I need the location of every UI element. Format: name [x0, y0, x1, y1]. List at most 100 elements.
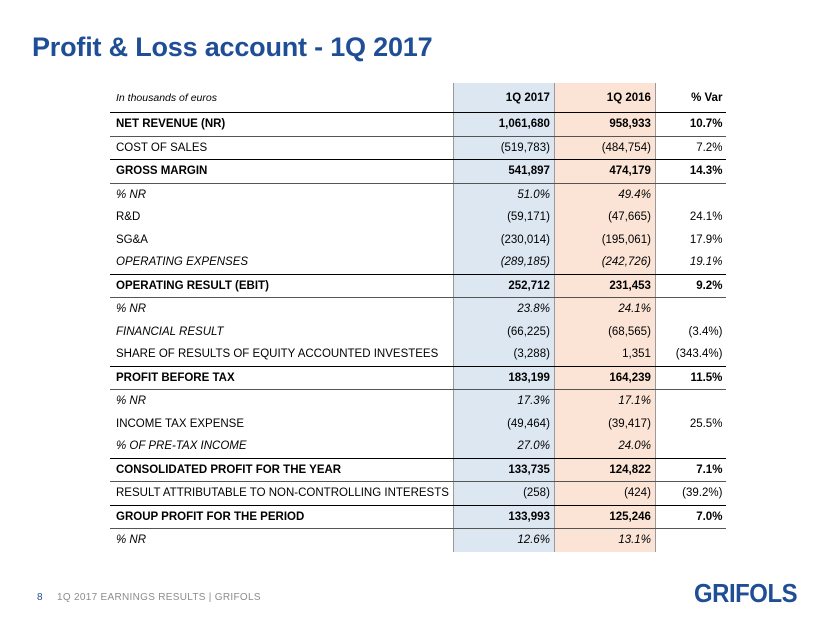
value-1q2017: (3,288): [452, 343, 555, 367]
row-label: FINANCIAL RESULT: [116, 325, 224, 338]
header-1q2017: 1Q 2017: [452, 83, 555, 113]
value-1q2017: 51.0%: [452, 183, 555, 206]
value-var: 11.5%: [655, 366, 727, 390]
table-row: FINANCIAL RESULT (66,225) (68,565) (3.4%…: [110, 320, 726, 343]
value-1q2017: (49,464): [452, 412, 555, 435]
value-1q2016: (47,665): [554, 206, 656, 229]
row-label: RESULT ATTRIBUTABLE TO NON-CONTROLLING I…: [110, 481, 454, 506]
row-label: COST OF SALES: [110, 136, 454, 160]
value-1q2016: 1,351: [554, 343, 656, 367]
unit-note: In thousands of euros: [110, 83, 454, 113]
value-1q2017: (59,171): [452, 206, 555, 229]
row-label: % NR: [116, 303, 147, 316]
value-var: [655, 183, 726, 206]
row-label: GROUP PROFIT FOR THE PERIOD: [110, 505, 454, 529]
table-row: % NR 12.6% 13.1%: [110, 528, 726, 552]
table-row: GROSS MARGIN 541,897 474,179 14.3%: [110, 159, 727, 184]
table-row: % NR 51.0% 49.4%: [110, 183, 726, 206]
value-1q2017: 12.6%: [452, 528, 555, 552]
page-number: 8: [37, 592, 43, 603]
table-row: RESULT ATTRIBUTABLE TO NON-CONTROLLING I…: [110, 481, 727, 506]
value-1q2017: 252,712: [452, 274, 555, 298]
value-1q2016: (68,565): [554, 320, 656, 343]
value-1q2017: 27.0%: [452, 435, 555, 459]
value-1q2016: 49.4%: [554, 183, 656, 206]
value-1q2016: 164,239: [554, 366, 656, 390]
row-label: PROFIT BEFORE TAX: [110, 366, 454, 390]
value-1q2016: 125,246: [554, 505, 656, 529]
table-row: % OF PRE-TAX INCOME 27.0% 24.0%: [110, 435, 727, 459]
table-header-row: In thousands of euros 1Q 2017 1Q 2016 % …: [110, 83, 727, 113]
value-var: 9.2%: [655, 274, 727, 298]
table-row: SHARE OF RESULTS OF EQUITY ACCOUNTED INV…: [110, 343, 727, 367]
page-title: Profit & Loss account - 1Q 2017: [32, 32, 433, 62]
value-var: 7.1%: [655, 458, 727, 482]
value-var: [655, 529, 726, 552]
value-1q2016: (484,754): [554, 136, 656, 160]
value-1q2016: 24.0%: [554, 435, 656, 459]
row-label: OPERATING EXPENSES: [110, 251, 454, 275]
value-1q2017: 541,897: [452, 159, 555, 184]
grifols-logo: GRIFOLS: [694, 578, 798, 608]
header-var: % Var: [655, 83, 727, 113]
value-1q2017: (66,225): [452, 320, 555, 343]
value-1q2016: 231,453: [554, 274, 656, 298]
table-row: OPERATING RESULT (EBIT) 252,712 231,453 …: [110, 274, 727, 298]
value-1q2017: 133,735: [452, 458, 555, 482]
value-var: 14.3%: [655, 159, 727, 184]
value-1q2017: 183,199: [452, 366, 555, 390]
row-label: CONSOLIDATED PROFIT FOR THE YEAR: [110, 458, 454, 482]
value-var: 7.2%: [655, 136, 727, 160]
value-1q2016: (242,726): [554, 251, 656, 275]
table-row: OPERATING EXPENSES (289,185) (242,726) 1…: [110, 251, 727, 275]
value-1q2016: 958,933: [554, 112, 656, 137]
value-var: (3.4%): [688, 325, 723, 338]
value-var: [655, 390, 726, 413]
table-row: INCOME TAX EXPENSE (49,464) (39,417) 25.…: [110, 412, 726, 435]
value-1q2016: 17.1%: [554, 389, 656, 413]
value-1q2016: 24.1%: [554, 297, 656, 321]
value-var: 10.7%: [655, 112, 727, 137]
value-var: 7.0%: [655, 505, 727, 529]
row-label: R&D: [116, 211, 141, 224]
row-label: % NR: [116, 188, 147, 201]
table-row: % NR 23.8% 24.1%: [110, 297, 726, 321]
value-1q2017: (258): [452, 481, 555, 506]
row-label: GROSS MARGIN: [110, 159, 454, 184]
value-1q2017: 17.3%: [452, 389, 555, 413]
value-1q2017: 23.8%: [452, 297, 555, 321]
value-1q2017: (230,014): [452, 228, 555, 251]
table-row: COST OF SALES (519,783) (484,754) 7.2%: [110, 136, 727, 160]
table-row: CONSOLIDATED PROFIT FOR THE YEAR 133,735…: [110, 458, 727, 482]
value-var: [655, 435, 727, 459]
value-1q2016: 124,822: [554, 458, 656, 482]
header-1q2016: 1Q 2016: [554, 83, 656, 113]
value-1q2017: 133,993: [452, 505, 555, 529]
row-label: SG&A: [116, 233, 148, 246]
value-1q2016: 474,179: [554, 159, 656, 184]
row-label: % NR: [116, 395, 147, 408]
row-label: OPERATING RESULT (EBIT): [110, 274, 454, 298]
value-var: 17.9%: [689, 233, 723, 246]
value-var: (343.4%): [655, 343, 727, 367]
row-label: % NR: [116, 534, 147, 547]
row-label: NET REVENUE (NR): [110, 112, 454, 137]
row-label: INCOME TAX EXPENSE: [116, 417, 245, 430]
table-row: % NR 17.3% 17.1%: [110, 389, 726, 413]
table-row: GROUP PROFIT FOR THE PERIOD 133,993 125,…: [110, 505, 727, 529]
row-label: SHARE OF RESULTS OF EQUITY ACCOUNTED INV…: [110, 343, 454, 367]
value-var: 24.1%: [689, 211, 723, 224]
profit-loss-table: In thousands of euros 1Q 2017 1Q 2016 % …: [110, 83, 727, 552]
value-1q2017: (519,783): [452, 136, 555, 160]
value-1q2016: 13.1%: [554, 528, 656, 552]
table-row: PROFIT BEFORE TAX 183,199 164,239 11.5%: [110, 366, 727, 390]
value-1q2016: (195,061): [554, 228, 656, 251]
value-var: 19.1%: [655, 251, 727, 275]
value-var: [655, 298, 726, 321]
value-1q2017: (289,185): [452, 251, 555, 275]
table-row: SG&A (230,014) (195,061) 17.9%: [110, 228, 726, 251]
value-var: (39.2%): [655, 481, 727, 506]
value-1q2016: (39,417): [554, 412, 656, 435]
footer-caption: 1Q 2017 EARNINGS RESULTS | GRIFOLS: [57, 592, 261, 603]
value-1q2017: 1,061,680: [452, 112, 555, 137]
